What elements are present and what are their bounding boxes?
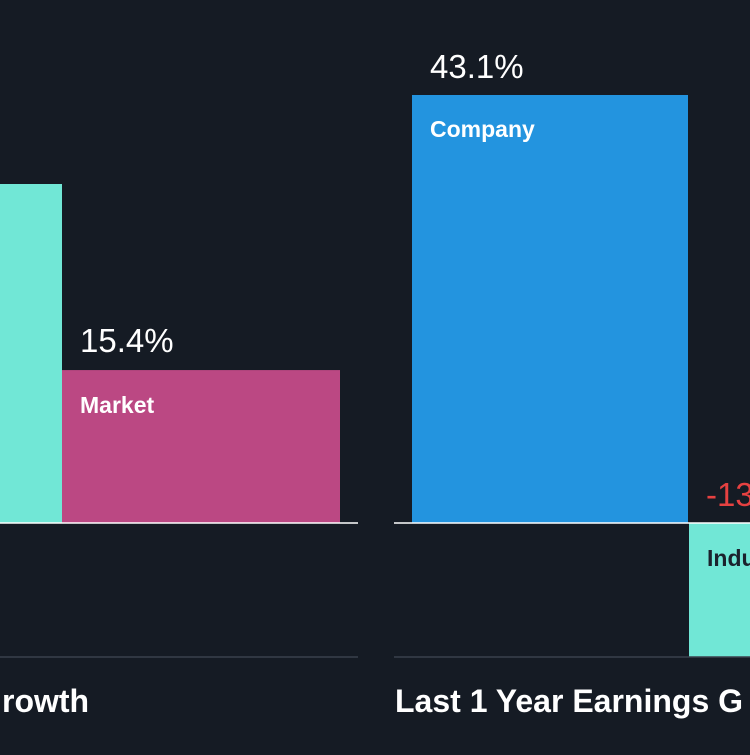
left-bar-label-market: Market — [80, 392, 154, 418]
right-bar-label-company: Company — [430, 116, 535, 142]
right-chart-title: Last 1 Year Earnings G — [395, 683, 743, 719]
left-chart-title: rowth — [2, 683, 89, 719]
left-value-label-market: 15.4% — [80, 322, 174, 359]
right-bar-label-industry: Indu — [707, 545, 750, 571]
right-bar-company — [412, 95, 688, 523]
right-value-label-company: 43.1% — [430, 48, 524, 85]
left-chart: 15.4% Market rowth — [0, 184, 358, 719]
right-bar-industry — [689, 523, 750, 657]
right-value-label-industry: -13 — [706, 476, 750, 513]
left-bar-market — [62, 370, 340, 523]
right-chart: 43.1% -13 Company Indu Last 1 Year Earni… — [394, 48, 750, 719]
left-bar-industry — [0, 184, 62, 523]
